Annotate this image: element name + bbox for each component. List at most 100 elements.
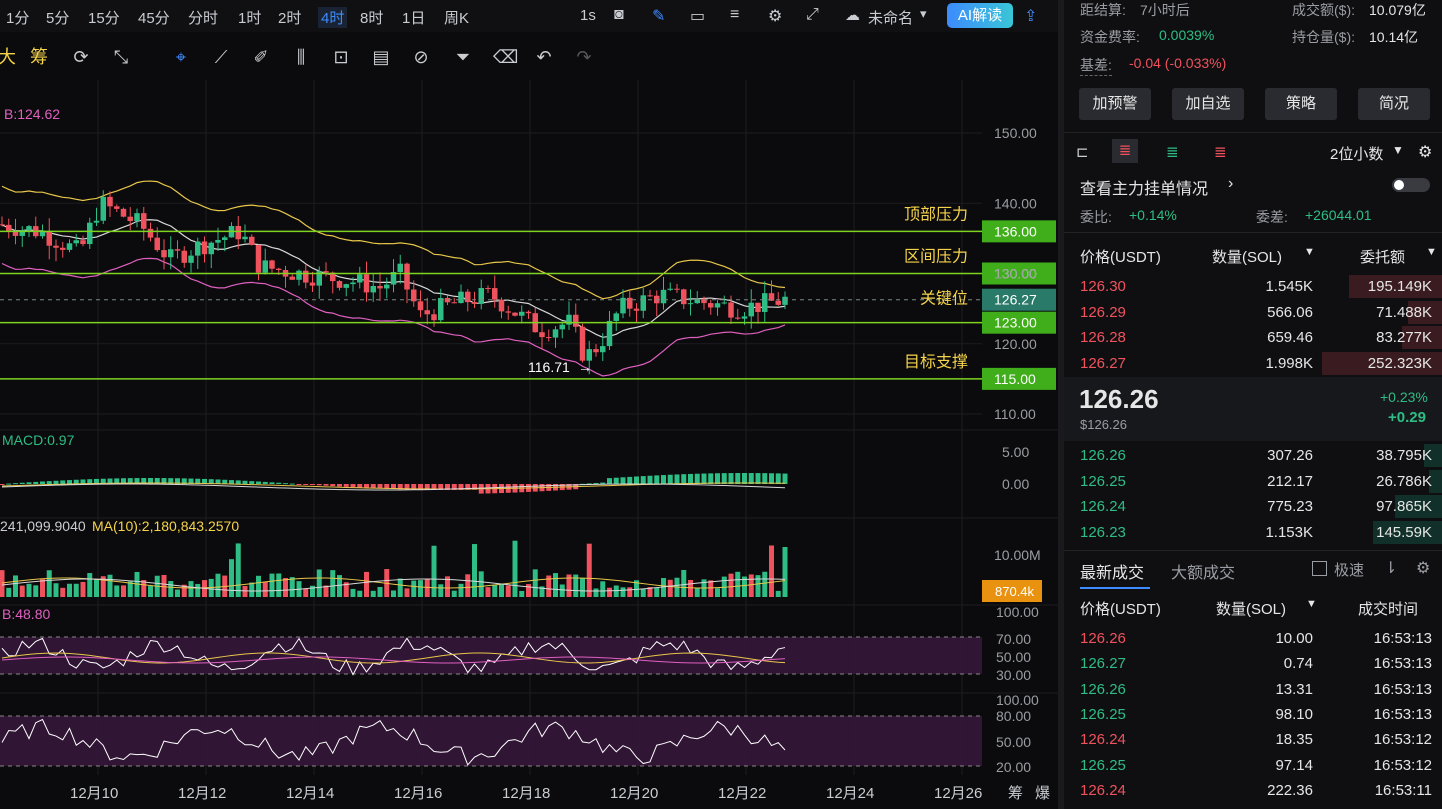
macd-bar — [148, 478, 153, 484]
camera-icon[interactable]: ◙ — [614, 6, 624, 23]
level-badge — [982, 288, 1056, 311]
add-alert-button[interactable]: 加预警 — [1079, 88, 1151, 120]
macd-bar — [100, 478, 106, 484]
tab-timeframe-7[interactable]: 4时 — [318, 7, 348, 28]
tab-timeframe-0[interactable]: 1分 — [6, 10, 30, 27]
comment-icon[interactable]: ▭ — [690, 8, 706, 25]
list-icon[interactable]: ≡ — [730, 6, 740, 23]
candle-body — [681, 289, 687, 305]
cursor-icon[interactable]: ⌖ — [175, 47, 187, 67]
add-watchlist-button[interactable]: 加自选 — [1172, 88, 1244, 120]
funding-label: 资金费率: — [1080, 29, 1140, 45]
toolbar-big-button[interactable]: 大 — [0, 47, 16, 67]
volume-bar — [694, 587, 700, 597]
template-icon[interactable]: ▤ — [372, 47, 390, 67]
orderbook-row[interactable]: 126.25 212.17 26.786K — [1064, 469, 1442, 494]
y-tick: 140.00 — [994, 195, 1037, 211]
orderbook-both-icon[interactable]: ≣ — [1112, 139, 1138, 163]
volume-bar — [505, 585, 511, 597]
orderbook-view-icon[interactable]: ⊏ — [1076, 144, 1089, 161]
chevron-down-icon[interactable]: ▾ — [920, 6, 927, 21]
candle-body — [627, 297, 633, 309]
lock-icon[interactable]: ⊡ — [333, 47, 349, 67]
depth-toggle[interactable] — [1392, 178, 1430, 192]
pen-icon[interactable]: ✎ — [652, 8, 666, 25]
layout-name[interactable]: 未命名 — [868, 10, 914, 27]
undo-icon[interactable]: ↶ — [536, 47, 552, 67]
fullscreen-icon[interactable]: ⤢ — [806, 6, 819, 23]
macd-bar — [222, 479, 228, 484]
orderbook-row[interactable]: 126.28 659.46 83.277K — [1064, 325, 1442, 350]
decimals-select[interactable]: 2位小数 — [1330, 146, 1384, 163]
band-line — [1, 180, 786, 300]
panel-divider[interactable] — [1058, 0, 1064, 809]
overview-button[interactable]: 简况 — [1358, 88, 1430, 120]
chevron-down-icon[interactable]: ▼ — [1392, 143, 1404, 157]
volume-bar — [87, 573, 93, 597]
orderbook-row[interactable]: 126.29 566.06 71.488K — [1064, 300, 1442, 325]
x-tick: 12月24 — [826, 785, 874, 802]
orderbook-row[interactable]: 126.23 1.153K 145.59K — [1064, 520, 1442, 545]
volume-bar — [67, 583, 72, 597]
chart-area[interactable]: 136.00 顶部压力 130.00 区间压力 126.27 关键位 123.00 115.0… — [0, 80, 1062, 809]
redo-icon[interactable]: ↷ — [576, 47, 592, 67]
tab-timeframe-4[interactable]: 分时 — [188, 10, 219, 27]
share-icon[interactable]: ⇪ — [1024, 8, 1038, 25]
refresh-icon[interactable]: ⟳ — [73, 47, 89, 67]
orderbook-row[interactable]: 126.24 775.23 97.865K — [1064, 494, 1442, 519]
low-annotation: 116.71 — [528, 359, 570, 375]
candle-body — [687, 303, 694, 305]
settings-icon[interactable]: ⚙ — [768, 8, 783, 25]
chevron-down-icon[interactable]: ▼ — [1306, 598, 1317, 610]
volume-bar — [168, 581, 174, 597]
ai-interpret-button[interactable]: AI解读 — [947, 3, 1013, 28]
magnet-icon[interactable]: ⊘ — [413, 47, 429, 67]
tab-timeframe-5[interactable]: 1时 — [238, 10, 262, 27]
interval-button[interactable]: 1s — [580, 7, 596, 24]
orderbook-row[interactable]: 126.30 1.545K 195.149K — [1064, 274, 1442, 299]
tab-timeframe-1[interactable]: 5分 — [46, 10, 70, 27]
macd-bar — [465, 484, 471, 490]
macd-bar — [620, 477, 626, 484]
tab-timeframe-2[interactable]: 15分 — [88, 10, 120, 27]
candle-icon[interactable]: ⫼ — [296, 47, 306, 67]
settings-icon[interactable]: ⚙ — [1416, 560, 1431, 577]
orderbook-bids-icon[interactable]: ≣ — [1166, 144, 1179, 161]
chevron-right-icon[interactable]: › — [1228, 175, 1234, 192]
filter-icon[interactable]: ⇂ — [1384, 560, 1398, 577]
candle-body — [127, 216, 133, 222]
macd-bar — [168, 478, 174, 484]
tab-timeframe-8[interactable]: 8时 — [360, 10, 384, 27]
tab-timeframe-10[interactable]: 周K — [444, 10, 470, 27]
tab-timeframe-3[interactable]: 45分 — [138, 10, 170, 27]
settings-icon[interactable]: ⚙ — [1418, 144, 1433, 161]
tab-timeframe-6[interactable]: 2时 — [278, 10, 302, 27]
macd-bar — [721, 473, 727, 484]
depth-title[interactable]: 查看主力挂单情况 — [1080, 181, 1209, 198]
orderbook-row[interactable]: 126.27 1.998K 252.323K — [1064, 351, 1442, 376]
toolbar-chip-button[interactable]: 筹 — [30, 47, 48, 67]
trash-icon[interactable]: ⌫ — [493, 47, 519, 67]
strategy-button[interactable]: 策略 — [1265, 88, 1337, 120]
orderbook-asks-icon[interactable]: ≣ — [1214, 144, 1227, 161]
volume-bar — [229, 559, 234, 597]
brush-icon[interactable]: ✐ — [253, 47, 269, 67]
tab-latest-trades[interactable]: 最新成交 — [1080, 565, 1145, 582]
macd-bar — [60, 480, 66, 484]
chevron-down-icon[interactable]: ▼ — [1304, 246, 1315, 258]
volume-bar — [283, 578, 288, 597]
trend-icon[interactable]: ⤡ — [113, 47, 129, 67]
macd-bar — [242, 480, 248, 484]
vol-label: 241,099.9040 — [0, 518, 86, 534]
fast-checkbox[interactable] — [1312, 561, 1327, 576]
tab-timeframe-9[interactable]: 1日 — [402, 10, 426, 27]
orderbook-row[interactable]: 126.26 307.26 38.795K — [1064, 443, 1442, 468]
macd-bar — [769, 473, 774, 484]
chevron-down-icon[interactable]: ▼ — [1426, 246, 1437, 258]
macd-bar — [46, 481, 52, 484]
filter-icon[interactable]: ⏷ — [455, 47, 471, 67]
ruler-icon[interactable]: ⟋ — [214, 47, 228, 67]
macd-bar — [215, 479, 221, 484]
volume-bar — [539, 586, 545, 597]
tab-large-trades[interactable]: 大额成交 — [1171, 565, 1236, 582]
